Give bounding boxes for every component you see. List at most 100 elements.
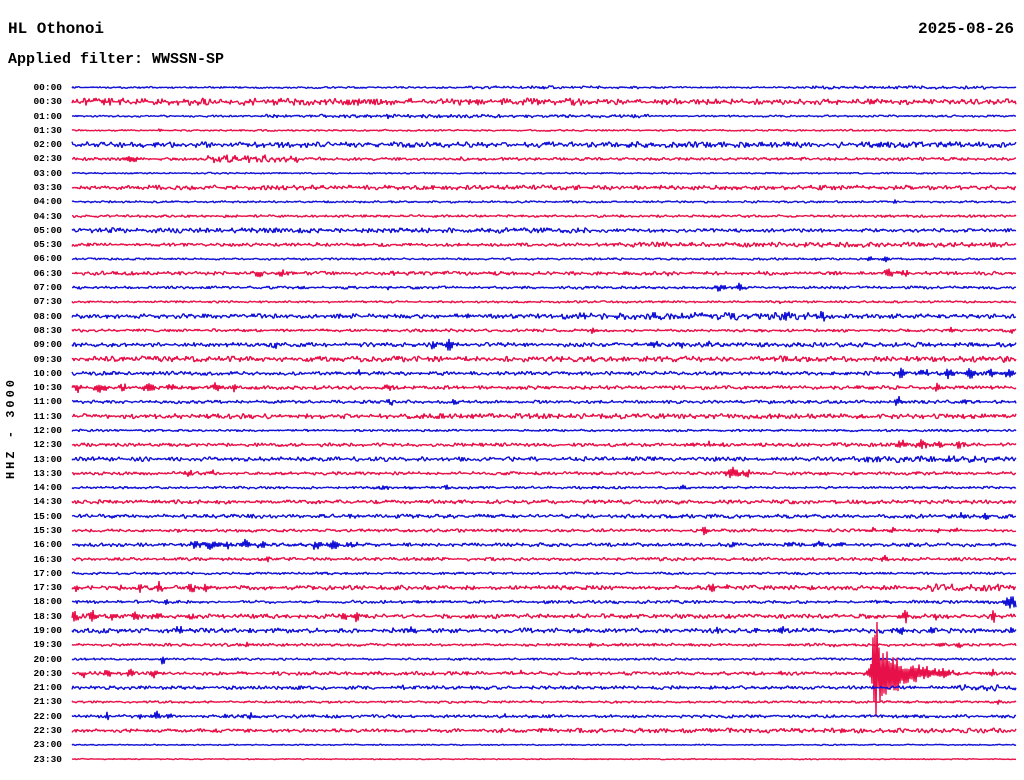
time-label: 14:00 (33, 482, 62, 494)
time-label: 08:30 (33, 324, 62, 336)
time-label: 00:00 (33, 82, 62, 93)
time-label: 19:00 (33, 625, 62, 637)
time-label: 17:00 (33, 567, 62, 579)
time-label: 13:30 (33, 467, 62, 479)
time-label: 18:00 (33, 596, 62, 608)
time-label: 17:30 (33, 582, 62, 594)
time-label: 19:30 (33, 639, 62, 651)
time-label: 03:30 (33, 182, 62, 194)
time-label: 11:30 (33, 410, 62, 422)
trace-row-1400 (71, 484, 1017, 490)
time-label: 02:00 (33, 139, 62, 151)
trace-row-2130 (71, 699, 1017, 705)
time-label: 05:30 (33, 239, 62, 251)
time-label: 10:00 (33, 367, 62, 379)
trace-row-2300 (71, 743, 1017, 747)
trace-row-2030 (71, 621, 1017, 717)
time-label: 09:30 (33, 353, 62, 365)
trace-row-2230 (71, 727, 1017, 734)
trace-row-0130 (71, 128, 1017, 132)
time-label: 22:00 (33, 710, 62, 722)
trace-row-0000 (71, 85, 1017, 90)
trace-row-0100 (71, 113, 1016, 120)
time-label: 11:00 (33, 396, 62, 408)
trace-row-2330 (72, 757, 1017, 761)
trace-row-1900 (71, 625, 1017, 635)
time-label: 12:30 (33, 439, 62, 451)
time-label: 01:00 (33, 110, 62, 122)
filter-label: Applied filter: WWSSN-SP (8, 51, 225, 68)
time-label: 13:00 (33, 453, 62, 465)
trace-row-0300 (71, 171, 1017, 175)
trace-row-0200 (71, 141, 1017, 149)
time-label: 03:00 (33, 167, 62, 179)
trace-row-0900 (71, 338, 1017, 351)
trace-row-1700 (71, 571, 1017, 576)
time-label: 15:00 (33, 510, 62, 522)
time-label: 16:30 (33, 553, 62, 565)
trace-row-0800 (71, 310, 1017, 322)
trace-row-1300 (71, 455, 1017, 464)
time-label: 10:30 (33, 382, 62, 394)
trace-row-0730 (71, 300, 1017, 305)
time-label: 07:00 (33, 282, 62, 294)
time-label: 04:30 (33, 210, 62, 222)
time-label: 21:30 (33, 696, 62, 708)
time-label: 15:30 (33, 524, 62, 536)
trace-row-0930 (71, 355, 1017, 364)
time-label: 05:00 (33, 224, 62, 236)
time-label: 23:30 (33, 753, 62, 765)
time-label: 20:30 (33, 667, 62, 679)
time-label: 08:00 (33, 310, 62, 322)
trace-row-1930 (71, 641, 1017, 649)
time-label: 01:30 (33, 124, 62, 136)
trace-row-0500 (71, 227, 1017, 234)
trace-row-0630 (72, 268, 1016, 278)
trace-row-0700 (71, 282, 1017, 292)
trace-row-2000 (71, 656, 1016, 665)
time-label: 23:00 (33, 739, 62, 751)
trace-row-1430 (71, 499, 1017, 505)
trace-row-1530 (71, 526, 1017, 536)
trace-row-0430 (71, 214, 1017, 219)
trace-row-0830 (71, 326, 1017, 334)
time-label: 16:00 (33, 539, 62, 551)
station-title: HL Othonoi (8, 20, 105, 38)
time-label: 20:00 (33, 653, 62, 665)
trace-row-1500 (71, 512, 1017, 521)
trace-row-0030 (71, 97, 1017, 107)
time-label: 09:00 (33, 339, 62, 351)
trace-row-0600 (71, 256, 1017, 263)
time-label: 12:00 (33, 424, 62, 436)
trace-row-2200 (71, 710, 1017, 721)
trace-row-1830 (71, 610, 1017, 624)
time-label: 18:30 (33, 610, 62, 622)
time-label: 14:30 (33, 496, 62, 508)
date-label: 2025-08-26 (917, 20, 1014, 38)
trace-row-2100 (71, 684, 1017, 692)
trace-row-1800 (71, 596, 1017, 609)
time-label: 06:30 (33, 267, 62, 279)
trace-row-1130 (71, 412, 1017, 420)
trace-row-1100 (71, 395, 1017, 406)
trace-row-0230 (72, 154, 1017, 164)
trace-row-1200 (71, 428, 1017, 433)
trace-row-0530 (71, 241, 1017, 248)
trace-row-1030 (71, 382, 1017, 394)
time-label: 21:00 (33, 682, 62, 694)
time-label: 00:30 (33, 96, 62, 108)
time-label: 02:30 (33, 153, 62, 165)
trace-row-1330 (71, 466, 1017, 479)
time-label: 07:30 (33, 296, 62, 308)
trace-row-1600 (71, 538, 1017, 550)
time-label: 22:30 (33, 725, 62, 737)
trace-row-1230 (71, 439, 1017, 449)
time-label: 04:00 (33, 196, 62, 208)
trace-row-0330 (71, 184, 1017, 191)
trace-row-1730 (71, 581, 1017, 593)
trace-row-0400 (71, 199, 1017, 204)
trace-row-1000 (71, 367, 1017, 380)
trace-row-1630 (71, 554, 1017, 563)
